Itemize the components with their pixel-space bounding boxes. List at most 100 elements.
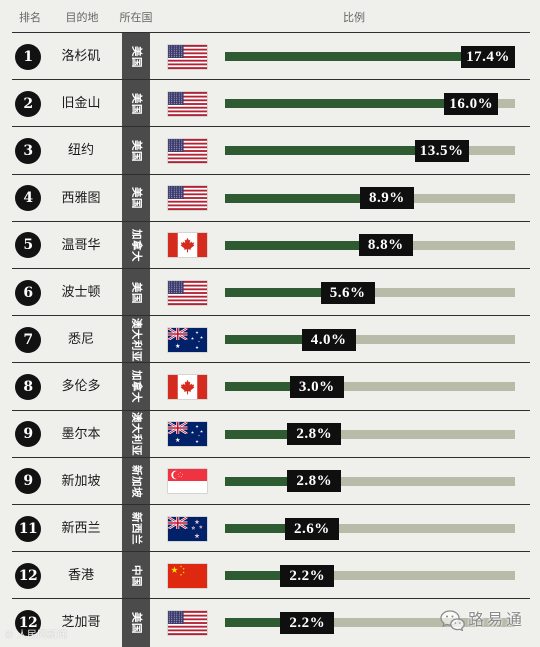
- nz-flag-icon: [168, 517, 207, 541]
- bar-fill: [225, 193, 387, 203]
- country-cell: 美国: [122, 269, 150, 316]
- au-flag-icon: [168, 328, 207, 352]
- row-divider: [12, 409, 530, 411]
- bar-fill: [225, 240, 386, 250]
- us-flag-icon: [168, 44, 207, 69]
- rank-badge: 1: [15, 43, 41, 70]
- bar-fill: [225, 288, 348, 298]
- bar-value-label: 16.0%: [444, 92, 499, 115]
- country-name: 加拿大: [130, 370, 143, 404]
- row-divider: [12, 503, 530, 505]
- bar-track: [225, 618, 515, 628]
- bar-track: [225, 524, 515, 534]
- us-flag-icon: [168, 91, 207, 116]
- header-rank: 排名: [19, 11, 41, 24]
- destination-name: 旧金山: [61, 96, 101, 112]
- row-divider: [12, 362, 530, 364]
- us-flag-icon: [168, 610, 207, 635]
- destination-name: 新西兰: [61, 521, 101, 536]
- destination-name: 墨尔本: [61, 426, 101, 442]
- bar-value-label: 2.8%: [287, 470, 342, 493]
- bar-fill: [225, 146, 442, 156]
- country-cell: 新加坡: [122, 458, 150, 505]
- row-divider: [12, 220, 530, 222]
- country-cell: 加拿大: [122, 222, 150, 269]
- bar-fill: [225, 429, 315, 439]
- country-name: 澳大利亚: [130, 317, 143, 362]
- table-row: 9 新加坡 新加坡 2.8%: [0, 458, 540, 505]
- source-watermark: © 人民网新闻: [4, 630, 68, 641]
- destination-name: 温哥华: [61, 237, 101, 253]
- bar-fill: [225, 571, 308, 581]
- us-flag-icon: [168, 186, 207, 211]
- bar-value-label: 8.8%: [358, 234, 413, 257]
- bar-value-label: 8.9%: [359, 187, 414, 210]
- destination-name: 芝加哥: [61, 615, 101, 631]
- country-cell: 中国: [122, 552, 150, 599]
- country-name: 美国: [130, 611, 143, 634]
- row-divider: [12, 551, 530, 553]
- row-divider: [12, 598, 530, 600]
- au-flag-icon: [168, 422, 207, 446]
- bar-track: [225, 571, 515, 581]
- country-name: 美国: [130, 139, 143, 162]
- destination-name: 悉尼: [67, 332, 94, 348]
- bar-value-label: 13.5%: [414, 139, 469, 162]
- country-cell: 美国: [122, 80, 150, 127]
- table-row: 5 温哥华 加拿大 8.8%: [0, 222, 540, 269]
- bar-fill: [225, 476, 315, 486]
- bar-value-label: 4.0%: [301, 328, 356, 351]
- bar-value-label: 2.2%: [280, 611, 335, 634]
- country-cell: 澳大利亚: [122, 411, 150, 458]
- table-row: 12 芝加哥 美国 2.2%: [0, 599, 540, 646]
- rank-badge: 2: [15, 90, 41, 117]
- bar-value-label: 17.4%: [461, 45, 515, 68]
- table-row: 7 悉尼 澳大利亚 4.0%: [0, 316, 540, 364]
- rank-badge: 9: [15, 468, 41, 495]
- country-name: 美国: [130, 45, 143, 68]
- us-flag-icon: [168, 138, 207, 163]
- row-divider: [12, 173, 530, 175]
- table-row: 8 多伦多 加拿大 3.0%: [0, 363, 540, 411]
- country-name: 中国: [130, 564, 143, 587]
- rank-badge: 3: [15, 137, 41, 164]
- bar-track: [225, 335, 515, 345]
- country-name: 新西兰: [130, 512, 143, 546]
- country-cell: 美国: [122, 599, 150, 646]
- row-divider: [12, 267, 530, 269]
- header-divider: [12, 32, 530, 33]
- table-row: 1 洛杉矶 美国 17.4%: [0, 33, 540, 81]
- table-row: 12 香港 中国 2.2%: [0, 552, 540, 600]
- destination-name: 香港: [67, 568, 94, 584]
- country-column: [122, 33, 150, 647]
- ca-flag-icon: [168, 374, 207, 399]
- bar-track: [225, 429, 515, 439]
- country-cell: 美国: [122, 175, 150, 222]
- table-row: 4 西雅图 美国 8.9%: [0, 175, 540, 222]
- rank-badge: 9: [15, 421, 41, 448]
- wechat-icon: [440, 610, 465, 631]
- bar-track: [225, 382, 515, 392]
- rank-badge: 7: [15, 326, 41, 353]
- bar-value-label: 3.0%: [289, 375, 344, 398]
- bar-fill: [225, 52, 488, 62]
- country-cell: 美国: [122, 127, 150, 174]
- country-cell: 加拿大: [122, 363, 150, 410]
- rank-badge: 4: [15, 185, 41, 212]
- table-row: 9 墨尔本 澳大利亚 2.8%: [0, 411, 540, 458]
- bar-value-label: 2.8%: [287, 423, 342, 446]
- table-row: 3 纽约 美国 13.5%: [0, 127, 540, 175]
- row-divider: [12, 456, 530, 458]
- bar-value-label: 2.6%: [284, 517, 339, 540]
- country-cell: 新西兰: [122, 505, 150, 552]
- table-row: 2 旧金山 美国 16.0%: [0, 80, 540, 128]
- wechat-account-watermark: 路易通: [468, 610, 526, 629]
- country-name: 澳大利亚: [130, 412, 143, 457]
- table-row: 6 波士顿 美国 5.6%: [0, 269, 540, 317]
- rank-badge: 6: [15, 279, 41, 306]
- bar-fill: [225, 335, 329, 345]
- rank-badge: 12: [15, 609, 41, 636]
- bar-value-label: 5.6%: [320, 281, 375, 304]
- rank-badge: 12: [15, 562, 41, 589]
- destination-name: 新加坡: [61, 473, 101, 489]
